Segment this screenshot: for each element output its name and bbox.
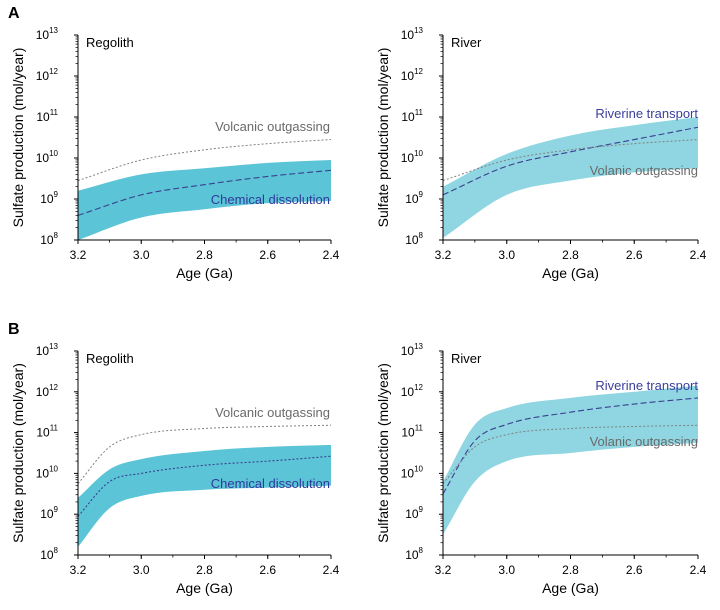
- panel-title: Regolith: [86, 351, 134, 366]
- panel-a-regolith: A 3.2 3.0 2.8 2.6 2.4 108 109 1010 1011 1012 1013 Ag…: [8, 5, 340, 281]
- series-line-riverine-transport: [443, 126, 698, 196]
- series-annotation-volanic-outgassing: Volanic outgassing: [590, 163, 698, 178]
- y-tick-label: 1010: [36, 464, 59, 480]
- panel-title: Regolith: [86, 35, 134, 50]
- x-tick-label: 3.0: [133, 563, 150, 577]
- y-axis-title: Sulfate production (mol/year): [375, 363, 391, 543]
- y-axis-title: Sulfate production (mol/year): [375, 48, 391, 228]
- y-tick-label: 108: [40, 231, 58, 247]
- x-tick-label: 3.2: [70, 248, 87, 262]
- x-tick-label: 2.8: [562, 248, 579, 262]
- x-tick-label: 2.6: [259, 563, 276, 577]
- series-annotation-volanic-outgassing: Volanic outgassing: [590, 434, 698, 449]
- series-annotation-chemical-dissolution: Chemical dissolution: [211, 476, 330, 491]
- uncertainty-band: [78, 444, 331, 547]
- panel-letter: A: [8, 5, 20, 22]
- y-tick-label: 1012: [401, 67, 424, 83]
- y-tick-label: 1012: [401, 383, 424, 399]
- y-tick-label: 1013: [36, 342, 59, 358]
- uncertainty-band: [443, 117, 698, 238]
- x-tick-label: 3.0: [133, 248, 150, 262]
- x-tick-label: 2.8: [196, 563, 213, 577]
- y-tick-label: 1010: [401, 149, 424, 165]
- uncertainty-band: [443, 385, 698, 535]
- series-line-volanic-outgassing: [443, 424, 698, 484]
- plot-area: [443, 117, 698, 238]
- series-line-volcanic-outgassing: [78, 424, 331, 484]
- series-annotation-volcanic-outgassing: Volcanic outgassing: [215, 405, 330, 420]
- series-annotation-riverine-transport: Riverine transport: [595, 378, 698, 393]
- x-axis-title: Age (Ga): [176, 265, 233, 281]
- y-tick-label: 1012: [36, 67, 59, 83]
- y-tick-label: 108: [40, 546, 58, 562]
- y-tick-label: 1013: [401, 342, 424, 358]
- panel-letter: B: [8, 321, 20, 338]
- y-tick-label: 109: [40, 190, 58, 206]
- plot-area: [78, 139, 331, 240]
- y-tick-label: 1010: [36, 149, 59, 165]
- series-line-volcanic-outgassing: [78, 139, 331, 182]
- x-tick-label: 3.0: [498, 563, 515, 577]
- x-tick-label: 2.4: [323, 563, 340, 577]
- y-axis-title: Sulfate production (mol/year): [10, 48, 26, 228]
- x-axis-title: Age (Ga): [176, 580, 233, 596]
- y-tick-label: 1010: [401, 464, 424, 480]
- y-tick-label: 109: [405, 505, 423, 521]
- y-tick-label: 1011: [401, 424, 423, 440]
- y-tick-label: 1013: [401, 26, 424, 42]
- x-axis-title: Age (Ga): [542, 265, 599, 281]
- y-tick-label: 1011: [36, 108, 58, 124]
- y-tick-label: 109: [40, 505, 58, 521]
- y-tick-label: 1013: [36, 26, 59, 42]
- x-axis-title: Age (Ga): [542, 580, 599, 596]
- series-line-chemical-dissolution: [78, 169, 331, 216]
- series-annotation-chemical-dissolution: Chemical dissolution: [211, 192, 330, 207]
- x-tick-label: 2.8: [196, 248, 213, 262]
- uncertainty-band: [78, 160, 331, 240]
- x-tick-label: 2.6: [259, 248, 276, 262]
- panel-title: River: [451, 351, 482, 366]
- x-tick-label: 2.6: [626, 563, 643, 577]
- plot-area: [443, 385, 698, 535]
- x-tick-label: 3.2: [435, 563, 452, 577]
- panel-title: River: [451, 35, 482, 50]
- panel-b-regolith: B 3.2 3.0 2.8 2.6 2.4 108 109 1010 1011 1012 1013 Ag…: [8, 321, 340, 596]
- panel-b-river: 3.2 3.0 2.8 2.6 2.4 108 109 1010 1011 1012 1013 Age…: [375, 342, 707, 596]
- y-tick-label: 108: [405, 231, 423, 247]
- panel-a-river: 3.2 3.0 2.8 2.6 2.4 108 109 1010 1011 1012 1013 Age…: [375, 26, 707, 281]
- x-tick-label: 2.6: [626, 248, 643, 262]
- x-tick-label: 3.2: [435, 248, 452, 262]
- x-tick-label: 2.4: [690, 248, 707, 262]
- series-line-chemical-dissolution: [78, 455, 331, 517]
- x-tick-label: 2.4: [690, 563, 707, 577]
- y-tick-label: 1011: [401, 108, 423, 124]
- x-tick-label: 3.2: [70, 563, 87, 577]
- plot-area: [78, 424, 331, 547]
- y-tick-label: 1011: [36, 424, 58, 440]
- series-annotation-volcanic-outgassing: Volcanic outgassing: [215, 119, 330, 134]
- x-tick-label: 2.4: [323, 248, 340, 262]
- x-tick-label: 2.8: [562, 563, 579, 577]
- y-tick-label: 108: [405, 546, 423, 562]
- y-tick-label: 109: [405, 190, 423, 206]
- series-line-riverine-transport: [443, 397, 698, 495]
- y-tick-label: 1012: [36, 383, 59, 399]
- y-axis-title: Sulfate production (mol/year): [10, 363, 26, 543]
- x-tick-label: 3.0: [498, 248, 515, 262]
- series-annotation-riverine-transport: Riverine transport: [595, 106, 698, 121]
